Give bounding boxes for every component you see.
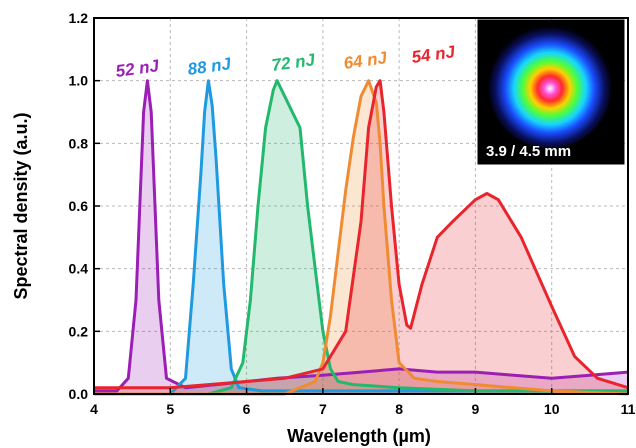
series-fill bbox=[94, 80, 628, 394]
y-tick-label: 0.6 bbox=[69, 198, 89, 214]
series-line bbox=[94, 79, 629, 390]
beam-spot bbox=[488, 24, 612, 148]
x-tick-label: 6 bbox=[243, 401, 251, 417]
y-tick-label: 0.8 bbox=[69, 135, 89, 151]
x-tick-label: 5 bbox=[166, 401, 174, 417]
series-line bbox=[94, 79, 628, 396]
x-tick-label: 7 bbox=[319, 401, 327, 417]
series-fill bbox=[94, 80, 628, 394]
peak-label: 72 nJ bbox=[270, 50, 316, 75]
x-tick-label: 9 bbox=[472, 401, 480, 417]
peak-label: 54 nJ bbox=[410, 42, 456, 67]
y-tick-label: 1.2 bbox=[69, 10, 89, 26]
series-fill bbox=[94, 80, 628, 394]
axis-ticks: 4 5 6 7 8 9 10 11 0.0 0.2 0.4 0.6 0.8 1.0 1.2 bbox=[69, 10, 636, 417]
peak-labels: 52 nJ 88 nJ 72 nJ 64 nJ 54 nJ bbox=[114, 42, 456, 81]
series-line bbox=[94, 79, 629, 396]
inset-label: 3.9 / 4.5 mm bbox=[486, 143, 571, 160]
y-tick-label: 0.0 bbox=[69, 386, 89, 402]
x-tick-label: 4 bbox=[90, 401, 98, 417]
y-tick-label: 0.4 bbox=[69, 261, 89, 277]
y-axis-title: Spectral density (a.u.) bbox=[11, 112, 31, 299]
peak-label: 64 nJ bbox=[342, 48, 388, 73]
series-line bbox=[94, 79, 628, 396]
x-tick-label: 8 bbox=[395, 401, 403, 417]
series-lines bbox=[94, 79, 629, 396]
y-tick-label: 0.2 bbox=[69, 323, 89, 339]
peak-label: 52 nJ bbox=[114, 56, 160, 81]
series-fills bbox=[94, 80, 628, 394]
y-tick-label: 1.0 bbox=[69, 73, 89, 89]
x-axis-title: Wavelength (µm) bbox=[287, 426, 431, 446]
series-fill bbox=[94, 80, 628, 394]
x-tick-label: 11 bbox=[621, 401, 636, 417]
peak-label: 88 nJ bbox=[186, 54, 232, 79]
beam-profile-inset: 3.9 / 4.5 mm bbox=[477, 19, 625, 165]
x-tick-label: 10 bbox=[544, 401, 560, 417]
